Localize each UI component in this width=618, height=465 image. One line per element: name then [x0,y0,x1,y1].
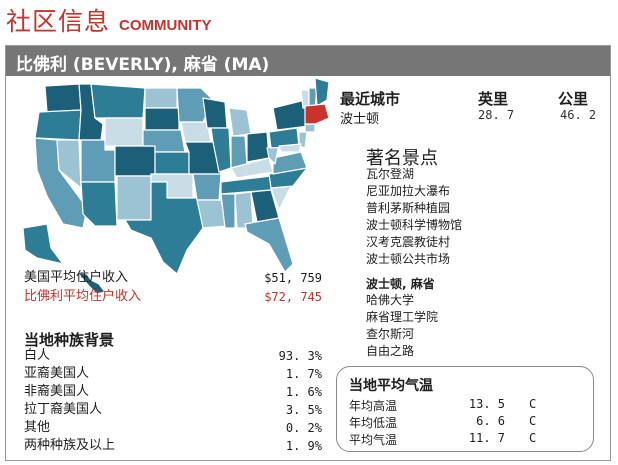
map-state-wa [44,83,82,113]
temperature-value: 6. 6 [476,414,505,428]
miles-column-header: 英里 [478,90,509,108]
ethnicity-value: 1. 6% [285,385,322,399]
section-header: 社区信息 COMMUNITY [6,2,212,36]
location-title: 比佛利 (BEVERLY), 麻省 (MA) [16,55,270,75]
ethnicity-value: 3. 5% [285,403,322,417]
temperature-value: 13. 5 [468,397,505,411]
map-state-ak [22,223,64,265]
temperature-unit: C [529,397,537,411]
nearest-city-km: 46. 2 [560,108,597,122]
temperature-value: 11. 7 [468,431,505,445]
income-label: 比佛利平均住户收入 [24,289,142,304]
map-state-nd [144,87,178,109]
attractions-title: 著名景点 [366,148,438,169]
ethnicity-row: 拉丁裔美国人 3. 5% [24,401,322,419]
attraction-item: 瓦尔登湖 [366,167,415,181]
boston-item: 麻省理工学院 [366,310,439,324]
map-state-in [230,135,248,169]
nearest-city-title: 最近城市 [340,90,401,108]
ethnicity-row: 非裔美国人 1. 6% [24,383,322,401]
temperature-unit: C [529,414,537,428]
income-label: 美国平均住户收入 [24,270,129,285]
ethnicity-row: 白人 93. 3% [24,347,322,365]
map-state-md [278,143,302,153]
ethnicity-value: 0. 2% [285,421,322,435]
map-state-ar [192,173,222,201]
map-state-ct [304,123,316,133]
ethnicity-row: 亚裔美国人 1. 7% [24,365,322,383]
ethnicity-value: 1. 9% [285,439,322,453]
km-column-header: 公里 [558,90,589,108]
map-state-va [272,151,308,175]
map-state-tx [124,181,204,275]
location-banner: 比佛利 (BEVERLY), 麻省 (MA) [6,46,610,76]
attraction-item: 尼亚加拉大瀑布 [366,184,451,198]
boston-title: 波士顿, 麻省 [366,277,435,291]
income-value: $51, 759 [264,271,322,285]
ethnicity-label: 两种种族及以上 [24,438,116,453]
temperature-unit: C [529,431,537,445]
map-state-fl [244,217,294,273]
map-state-oh [246,131,270,163]
map-state-wi [202,97,228,129]
nearest-city-name: 波士顿 [340,112,380,127]
attraction-item: 波士顿科学博物馆 [366,218,463,232]
temperature-label: 年均低温 [349,416,398,430]
community-card: 比佛利 (BEVERLY), 麻省 (MA) [5,45,611,461]
map-state-az [80,181,118,227]
income-value: $72, 745 [264,290,322,304]
ethnicity-row: 其他 0. 2% [24,419,322,437]
ethnicity-label: 非裔美国人 [24,384,90,399]
map-state-mt [90,83,146,119]
attraction-item: 汉考克震教徒村 [366,235,451,249]
map-state-mi [228,107,252,137]
map-state-or [34,109,82,141]
map-state-wy [104,117,144,147]
us-map-graphic [22,78,329,295]
ethnicity-label: 其他 [24,420,51,435]
map-state-co [114,145,156,177]
attraction-item: 波士顿公共市场 [366,252,451,266]
map-state-nm [116,175,152,221]
boston-item: 哈佛大学 [366,293,415,307]
income-row-beverly: 比佛利平均住户收入 $72, 745 [24,288,322,306]
temperature-box: 当地平均气温 年均高温 13. 5 C 年均低温 6. 6 C 平均气温 11.… [336,366,594,452]
nearest-city-miles: 28. 7 [478,108,515,122]
temperature-label: 年均高温 [349,399,398,413]
ethnicity-label: 亚裔美国人 [24,366,90,381]
boston-item: 自由之路 [366,344,415,358]
map-state-me [314,78,329,107]
ethnicity-label: 拉丁裔美国人 [24,402,103,417]
temperature-title: 当地平均气温 [349,378,433,394]
map-state-il [210,127,232,173]
map-state-sd [144,107,180,131]
attraction-item: 普利茅斯种植园 [366,201,451,215]
income-row-us: 美国平均住户收入 $51, 759 [24,269,322,287]
temperature-label: 平均气温 [349,433,398,447]
map-state-ks [154,151,190,175]
map-state-ms [220,193,236,229]
map-state-hi [76,271,106,295]
ethnicity-value: 1. 7% [285,367,322,381]
ethnicity-value: 93. 3% [278,349,322,363]
ethnicity-label: 白人 [24,348,51,363]
boston-item: 查尔斯河 [366,327,415,341]
header-title-en: COMMUNITY [119,17,212,34]
ethnicity-title: 当地种族背景 [24,331,115,349]
map-state-ma [304,103,329,125]
header-title-cn: 社区信息 [6,7,111,36]
ethnicity-row: 两种种族及以上 1. 9% [24,437,322,455]
